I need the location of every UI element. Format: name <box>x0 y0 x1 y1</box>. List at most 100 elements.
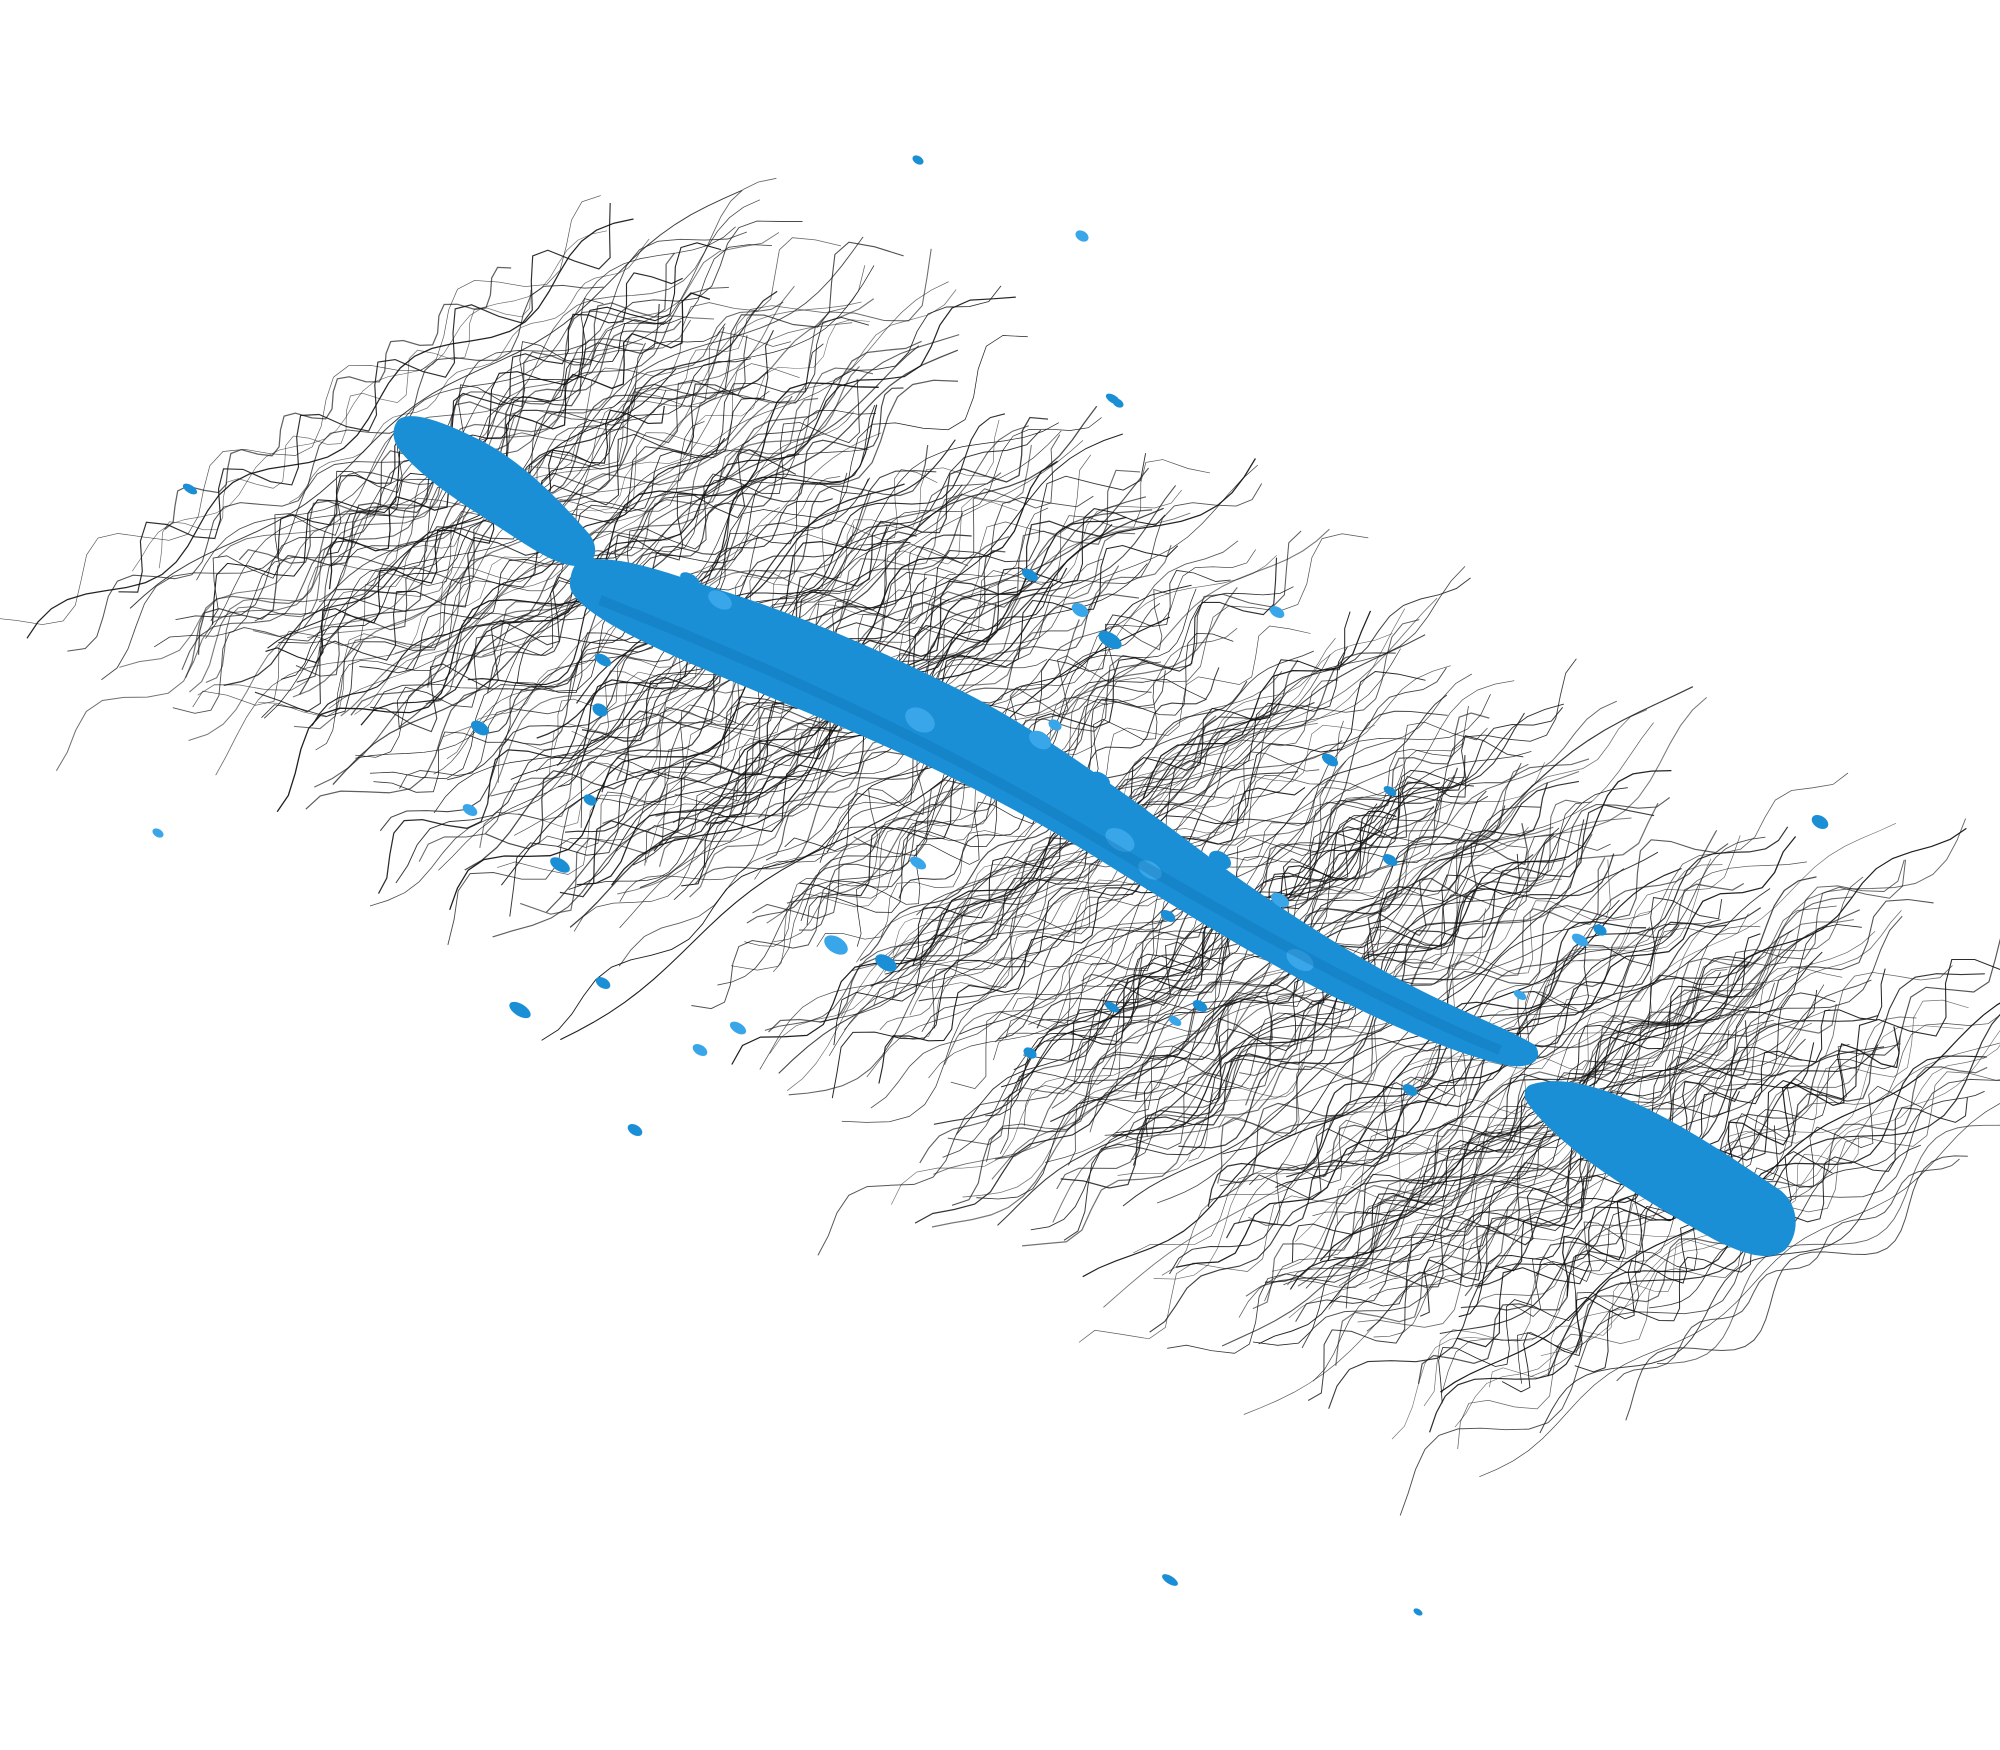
streamline <box>129 189 743 609</box>
isosurface-fragment <box>1089 771 1111 789</box>
streamline <box>768 659 1299 1033</box>
streamline <box>1456 958 2000 1348</box>
streamline <box>296 241 904 683</box>
streamline <box>999 776 1467 1154</box>
streamline <box>1149 907 1762 1333</box>
streamline <box>1023 658 1577 1062</box>
streamline <box>1132 833 1555 1166</box>
streamline <box>0 195 601 625</box>
streamline <box>1112 769 1672 1137</box>
streamline <box>1161 864 1723 1276</box>
streamline <box>892 724 1376 1040</box>
streamline <box>754 549 1256 880</box>
isosurface-fragment <box>1166 868 1194 892</box>
isosurface-fragment <box>470 720 490 736</box>
streamline <box>1022 802 1659 1247</box>
streamline <box>1005 705 1469 1039</box>
streamline <box>302 236 864 629</box>
streamline <box>752 530 1302 919</box>
streamline <box>694 619 1080 885</box>
isosurface-shading <box>598 595 1502 1055</box>
streamline <box>1258 951 1823 1345</box>
streamline <box>1289 961 1750 1290</box>
streamline <box>1322 956 1635 1178</box>
streamline <box>197 303 660 655</box>
streamline <box>1335 976 1652 1224</box>
streamline <box>1286 826 1789 1178</box>
streamline <box>1219 839 1729 1184</box>
streamline <box>1616 1158 1960 1382</box>
isosurface-fragment <box>983 746 1017 774</box>
streamline <box>1106 735 1524 1006</box>
isosurface-fragment <box>1044 787 1076 813</box>
streamline <box>916 650 1314 916</box>
isosurface-fragment <box>1269 606 1285 618</box>
streamline <box>205 199 761 639</box>
streamline <box>485 531 917 850</box>
streamline <box>315 421 705 751</box>
streamline <box>1656 1124 2000 1364</box>
streamline <box>560 616 1170 1041</box>
streamline <box>1345 1030 1730 1309</box>
streamline <box>1271 921 1713 1272</box>
isosurface-fragment <box>1071 603 1089 617</box>
streamline <box>997 710 1448 1040</box>
streamline <box>370 335 1028 780</box>
streamline <box>819 566 1466 1023</box>
streamline <box>1219 772 1849 1187</box>
streamline <box>944 760 1347 1066</box>
streamline <box>336 326 725 594</box>
streamline <box>1134 782 1549 1100</box>
streamline <box>1237 861 1807 1224</box>
streamline <box>394 319 870 654</box>
streamline <box>765 555 1277 869</box>
streamline <box>704 508 1166 818</box>
isosurface-fragment <box>550 857 570 873</box>
isosurface-fragment <box>708 590 732 610</box>
streamline <box>1380 910 1902 1274</box>
streamline <box>433 507 780 775</box>
streamline <box>1207 921 1647 1207</box>
streamline <box>931 826 1554 1228</box>
streamline <box>1133 835 1741 1254</box>
streamline <box>486 453 800 694</box>
streamline <box>537 567 956 848</box>
streamline <box>799 557 1278 897</box>
isosurface-fragment <box>1348 980 1372 1000</box>
streamline <box>1648 1090 1985 1309</box>
isosurface-fragment <box>766 628 794 652</box>
streamline <box>172 342 646 714</box>
streamline <box>856 679 1207 947</box>
isosurface-fragment <box>1571 933 1589 947</box>
streamline <box>976 806 1541 1200</box>
streamline <box>1338 818 1967 1287</box>
isosurface-fragment <box>1105 828 1135 852</box>
streamline <box>1239 799 1581 1077</box>
isosurface-fragment <box>1513 989 1527 1001</box>
streamline <box>1078 913 1749 1343</box>
streamline <box>158 289 532 569</box>
vortex-core-left-end <box>393 416 596 567</box>
streamline <box>314 334 960 788</box>
isosurface-fragment <box>1593 924 1607 936</box>
streamline <box>1417 1044 1879 1384</box>
isosurface-fragment <box>1023 1047 1037 1059</box>
isosurface-fragment <box>949 691 971 709</box>
streamline <box>645 489 1182 863</box>
streamline <box>504 445 929 746</box>
isosurface-fragment <box>1162 1574 1178 1586</box>
streamline <box>396 378 860 729</box>
streamline <box>319 310 667 563</box>
streamline <box>1539 1144 1921 1434</box>
streamline <box>516 405 876 684</box>
isosurface-fragment <box>1112 398 1124 408</box>
isosurface-fragment <box>1286 948 1314 972</box>
streamline <box>1307 1046 1803 1401</box>
streamline <box>263 265 875 719</box>
streamline <box>427 397 819 688</box>
streamline <box>1386 1020 1749 1288</box>
isosurface-fragment <box>1383 785 1397 797</box>
streamline <box>962 826 1529 1198</box>
streamline <box>482 411 854 656</box>
isosurface-fragment <box>1413 1608 1423 1616</box>
